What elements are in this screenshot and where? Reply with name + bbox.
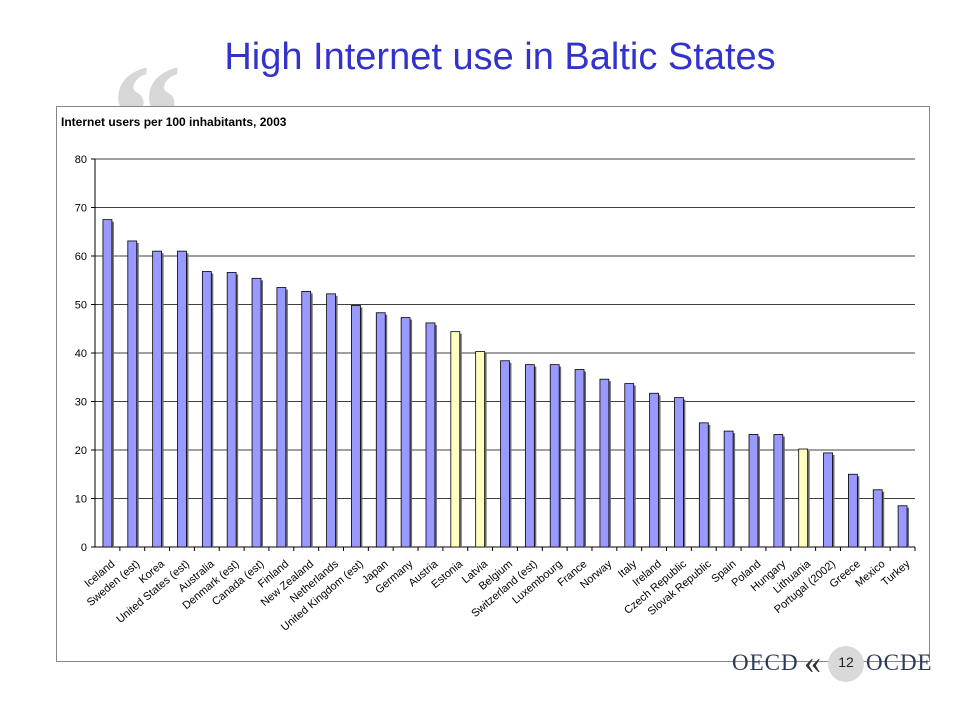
slide-title: High Internet use in Baltic States (224, 36, 776, 78)
bar-switzerland-est- (524, 364, 535, 548)
bar-greece (848, 473, 858, 548)
y-tick-label: 20 (75, 445, 87, 457)
bar-lithuania (798, 448, 809, 548)
bar-new-zealand (301, 291, 312, 548)
bar-mexico (872, 489, 883, 548)
bar-denmark-est- (226, 272, 237, 548)
x-tick-label: Turkey (879, 558, 913, 589)
bar-italy (624, 383, 635, 548)
chart-title: Internet users per 100 inhabitants, 2003 (61, 115, 287, 129)
bar-poland (748, 434, 759, 548)
ocde-text: OCDE (866, 650, 933, 675)
bar-hungary (773, 434, 784, 548)
bar-latvia (475, 351, 486, 548)
bar-germany (400, 317, 411, 548)
y-tick-label: 40 (75, 348, 87, 360)
bar-ireland (649, 392, 659, 548)
bar-finland (276, 287, 287, 548)
bar-czech-republic (674, 397, 684, 548)
y-tick-label: 60 (75, 251, 87, 263)
page-number: 12 (838, 654, 854, 670)
y-tick-label: 10 (75, 494, 87, 506)
y-tick-label: 50 (75, 300, 87, 312)
bar-norway (599, 378, 610, 548)
page-number-badge: 12 (828, 646, 864, 682)
bar-sweden-est- (127, 240, 138, 548)
bar-united-states-est- (177, 250, 187, 548)
bar-japan (375, 312, 386, 548)
bar-canada-est- (251, 277, 262, 548)
bar-australia (201, 271, 212, 548)
bar-slovak-republic (698, 422, 709, 548)
chart-frame: Internet users per 100 inhabitants, 2003… (56, 106, 930, 662)
bar-iceland (102, 219, 113, 548)
bar-portugal-2002- (823, 452, 833, 548)
bar-france (574, 369, 585, 548)
bar-luxembourg (549, 364, 560, 548)
bar-korea (152, 250, 162, 548)
bar-netherlands (326, 293, 336, 548)
footer-logo: OECD « 12 OCDE (732, 644, 933, 682)
y-tick-label: 0 (81, 542, 87, 554)
bar-estonia (450, 331, 461, 548)
bar-spain (723, 430, 734, 548)
bar-austria (425, 322, 436, 548)
oecd-text: OECD (732, 650, 799, 675)
y-tick-label: 30 (75, 397, 87, 409)
y-tick-label: 80 (75, 154, 87, 166)
bar-united-kingdom-est- (351, 305, 361, 548)
oecd-logo-mark: « (804, 644, 821, 681)
bar-turkey (897, 505, 908, 548)
y-tick-label: 70 (75, 203, 87, 215)
bar-belgium (500, 360, 510, 548)
